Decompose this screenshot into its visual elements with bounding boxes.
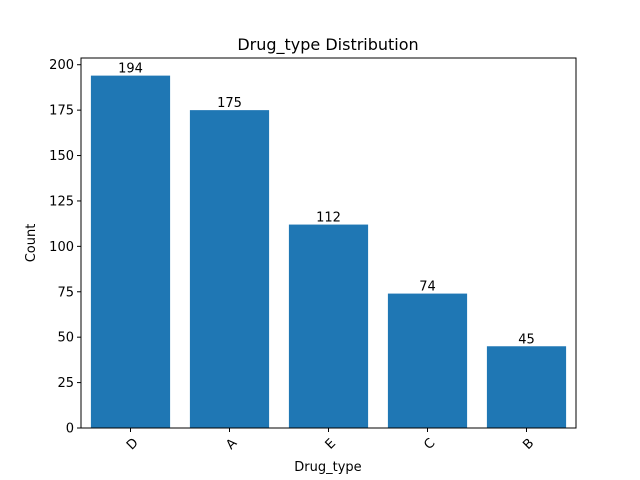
plot-frame (80, 57, 577, 429)
y-axis-label: Count (24, 224, 39, 263)
y-tick-label-175: 175 (49, 104, 74, 119)
y-tick-label-100: 100 (49, 240, 74, 255)
x-tick-label-A: A (223, 436, 240, 453)
data-label-D: 194 (118, 62, 143, 77)
x-tick-label-C: C (421, 436, 438, 453)
data-label-E: 112 (316, 211, 341, 226)
bar-A (189, 110, 270, 428)
y-tick-label-25: 25 (57, 376, 74, 391)
x-tick-label-D: D (124, 436, 142, 454)
y-tick-label-125: 125 (49, 194, 74, 209)
chart-title: Drug_type Distribution (237, 35, 418, 55)
bar-B (486, 346, 567, 428)
bar-C (387, 293, 468, 428)
data-label-C: 74 (419, 280, 436, 295)
data-label-B: 45 (518, 332, 535, 347)
x-axis-label: Drug_type (294, 460, 361, 475)
bar-E (288, 224, 369, 428)
y-tick-label-200: 200 (49, 58, 74, 73)
y-axis: 0 25 50 75 100 125 150 175 200 (49, 58, 81, 437)
bars-group (90, 75, 567, 428)
x-tick-label-B: B (520, 436, 537, 453)
data-labels-group: 194 175 112 74 45 (118, 62, 535, 348)
y-tick-label-0: 0 (66, 422, 74, 437)
y-tick-label-75: 75 (57, 285, 74, 300)
y-tick-label-50: 50 (57, 331, 74, 346)
bar-D (90, 75, 171, 428)
x-tick-label-E: E (323, 436, 339, 452)
data-label-A: 175 (217, 96, 242, 111)
y-tick-label-150: 150 (49, 149, 74, 164)
